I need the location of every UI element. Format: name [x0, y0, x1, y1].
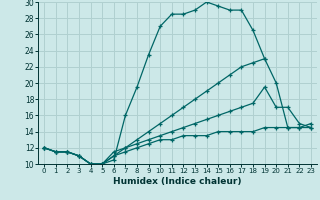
X-axis label: Humidex (Indice chaleur): Humidex (Indice chaleur): [113, 177, 242, 186]
